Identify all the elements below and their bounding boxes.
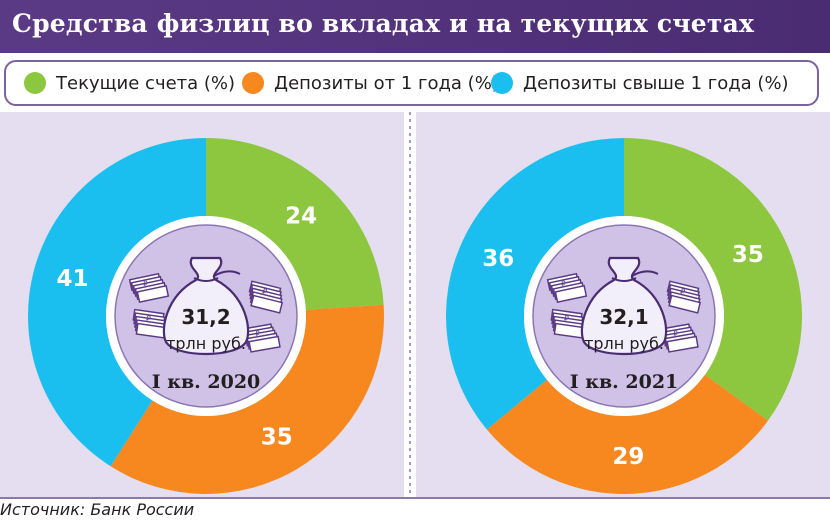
svg-text:₽: ₽ xyxy=(672,329,678,339)
svg-text:₽: ₽ xyxy=(142,279,149,289)
legend-item-deposits-over-1y: Депозиты свыше 1 года (%) xyxy=(491,62,789,104)
legend-swatch-orange xyxy=(242,72,264,94)
center-total-value: 32,1 xyxy=(599,305,648,329)
slice-value-label-0: 35 xyxy=(732,242,764,268)
donut-slice-1 xyxy=(110,304,384,494)
bottom-rule xyxy=(0,497,830,499)
slice-value-label-2: 36 xyxy=(482,246,514,272)
legend-label: Текущие счета (%) xyxy=(56,72,236,94)
svg-text:₽: ₽ xyxy=(560,279,567,289)
svg-text:₽: ₽ xyxy=(679,287,686,297)
slice-value-label-0: 24 xyxy=(285,204,317,230)
banknote-bundle-icon: ₽ xyxy=(550,308,586,339)
donut-slice-2 xyxy=(28,138,206,467)
center-total-value: 31,2 xyxy=(181,305,230,329)
donut-slice-0 xyxy=(624,138,802,421)
banknote-bundle-icon: ₽ xyxy=(241,323,281,353)
donut-slice-1 xyxy=(486,374,769,494)
center-total-unit: трлн руб. xyxy=(584,334,664,353)
money-bag-icon xyxy=(580,256,668,356)
legend-swatch-blue xyxy=(491,72,513,94)
banknote-bundle-icon: ₽ xyxy=(659,323,699,353)
period-label: I кв. 2021 xyxy=(570,371,679,393)
center-total-unit: трлн руб. xyxy=(166,334,246,353)
donut-slice-2 xyxy=(446,138,624,430)
panel-divider xyxy=(409,112,411,497)
legend-swatch-green xyxy=(24,72,46,94)
banknote-bundle-icon: ₽ xyxy=(666,280,702,314)
source-note: Источник: Банк России xyxy=(0,500,195,519)
title-bar: Средства физлиц во вкладах и на текущих … xyxy=(0,0,830,53)
legend-label: Депозиты свыше 1 года (%) xyxy=(523,72,789,94)
chart-title: Средства физлиц во вкладах и на текущих … xyxy=(12,9,755,38)
banknote-bundle-icon: ₽ xyxy=(248,280,284,314)
donut-slice-0 xyxy=(206,138,384,310)
banknote-bundle-icon: ₽ xyxy=(128,272,170,304)
slice-value-label-2: 41 xyxy=(57,266,89,292)
period-label: I кв. 2020 xyxy=(152,371,261,393)
slice-value-label-1: 29 xyxy=(612,444,644,470)
money-bag-icon xyxy=(162,256,250,356)
legend-item-deposits-up-to-1y: Депозиты от 1 года (%) xyxy=(242,62,499,104)
legend-item-current-accounts: Текущие счета (%) xyxy=(24,62,235,104)
legend: Текущие счета (%) Депозиты от 1 года (%)… xyxy=(4,60,819,106)
svg-text:₽: ₽ xyxy=(261,287,268,297)
banknote-bundle-icon: ₽ xyxy=(132,308,168,339)
banknote-bundle-icon: ₽ xyxy=(546,272,588,304)
legend-label: Депозиты от 1 года (%) xyxy=(274,72,499,94)
svg-text:₽: ₽ xyxy=(563,314,569,324)
slice-value-label-1: 35 xyxy=(261,425,293,451)
svg-text:₽: ₽ xyxy=(254,329,260,339)
svg-text:₽: ₽ xyxy=(145,314,151,324)
